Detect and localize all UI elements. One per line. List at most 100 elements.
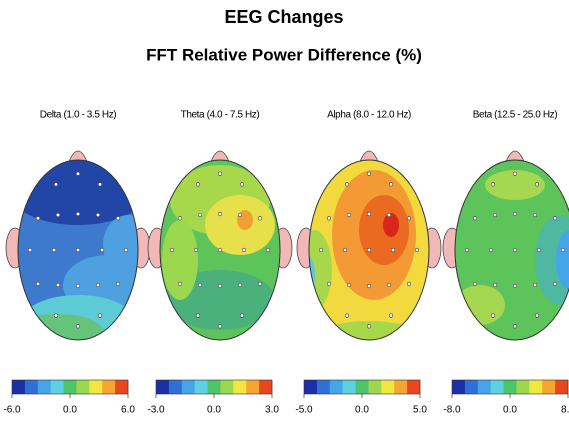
colorbar-segment [477, 380, 491, 394]
colorbar-segment [368, 380, 382, 394]
electrode [366, 283, 372, 289]
electrode [342, 247, 348, 253]
electrode [95, 282, 101, 288]
colorbar-segment [542, 380, 556, 394]
colorbar-tick-label: 8.0 [561, 405, 569, 416]
colorbar-tick-label: 3.0 [265, 405, 279, 416]
electrode [406, 281, 412, 286]
colorbar-segment [329, 380, 343, 394]
electrode [472, 216, 478, 221]
electrode [406, 216, 412, 221]
colorbar-segment [394, 380, 408, 394]
electrode [237, 282, 243, 288]
colorbar-segment [490, 380, 504, 394]
electrode [217, 171, 223, 176]
colorbar-tick-label: 0.0 [207, 405, 221, 416]
colorbar-segment [381, 380, 395, 394]
colorbar-segment [529, 380, 543, 394]
title: EEG Changes [224, 7, 343, 27]
electrode [99, 247, 105, 253]
electrode [532, 282, 538, 288]
map-region [18, 314, 103, 340]
head-outline [17, 159, 139, 341]
electrode [197, 212, 203, 218]
map-region [103, 215, 138, 275]
electrode [241, 247, 247, 253]
electrode [492, 282, 498, 288]
colorbar-segment [233, 380, 247, 394]
electrode [366, 211, 372, 217]
electrode [488, 247, 494, 253]
electrode [326, 216, 332, 221]
colorbar-segment [246, 380, 260, 394]
colorbar-tick-label: 0.0 [503, 405, 517, 416]
map-region [455, 285, 505, 325]
electrode [217, 324, 223, 329]
electrode [532, 212, 538, 218]
map-region [319, 321, 419, 340]
colorbar-tick-label: -6.0 [3, 405, 21, 416]
electrode [169, 247, 175, 253]
electrode [53, 313, 59, 318]
colorbar-segment [102, 380, 116, 394]
electrode [35, 281, 41, 286]
colorbar-segment [12, 380, 26, 394]
colorbar-segment [555, 380, 569, 394]
electrode [55, 282, 61, 288]
electrode [115, 281, 121, 286]
map-region [383, 213, 399, 237]
colorbar-segment [89, 380, 103, 394]
electrode [177, 281, 183, 286]
colorbar-segment [181, 380, 195, 394]
electrode [237, 212, 243, 218]
electrode [217, 211, 223, 217]
colorbar-segment [50, 380, 64, 394]
electrode [472, 281, 478, 286]
colorbar-segment [156, 380, 170, 394]
electrode [344, 182, 350, 187]
electrode [115, 216, 121, 221]
electrode [490, 182, 496, 187]
map-region [556, 230, 569, 290]
head-outline [308, 159, 430, 341]
electrode [366, 324, 372, 329]
electrode [75, 247, 81, 253]
electrode [318, 247, 324, 253]
electrode [326, 281, 332, 286]
electrode [75, 283, 81, 289]
electrode [512, 324, 518, 329]
electrode [560, 247, 566, 253]
electrode [217, 247, 223, 253]
colorbar-tick-label: 0.0 [63, 405, 77, 416]
colorbar-segment [355, 380, 369, 394]
electrode [386, 212, 392, 218]
electrode [239, 182, 245, 187]
electrode [123, 247, 129, 253]
electrode [552, 216, 558, 221]
head [147, 150, 293, 341]
colorbar-tick-label: -3.0 [147, 405, 165, 416]
colorbar-tick-label: -8.0 [443, 405, 461, 416]
subtitle: FFT Relative Power Difference (%) [146, 45, 422, 64]
electrode [75, 324, 81, 329]
electrode [512, 247, 518, 253]
electrode [55, 212, 61, 218]
head-outline [159, 159, 281, 341]
electrode [217, 283, 223, 289]
electrode [95, 212, 101, 218]
colorbar-segment [24, 380, 39, 394]
head-outline [454, 159, 569, 341]
electrode [257, 216, 263, 221]
colorbar-segment [464, 380, 479, 394]
electrode [390, 247, 396, 253]
electrode [239, 313, 245, 318]
electrode [534, 182, 540, 187]
electrode [366, 247, 372, 253]
electrode [386, 282, 392, 288]
electrode [97, 182, 103, 187]
electrode [75, 171, 81, 176]
map-region [485, 170, 545, 200]
panel-label: Beta (12.5 - 25.0 Hz) [473, 110, 557, 121]
head [5, 150, 151, 341]
